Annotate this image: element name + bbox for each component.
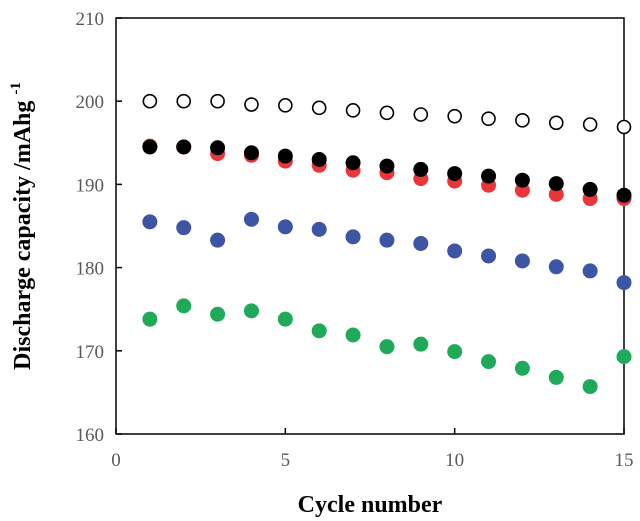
data-point [548, 369, 564, 385]
data-point [481, 168, 497, 184]
data-point [142, 311, 158, 327]
data-point [481, 248, 497, 264]
data-point [447, 108, 462, 124]
data-point [582, 379, 598, 395]
y-tick-label: 200 [76, 92, 105, 113]
data-point [243, 303, 259, 319]
data-point [176, 139, 192, 155]
data-point [176, 93, 192, 109]
data-point [311, 100, 327, 116]
data-point [243, 145, 259, 161]
data-point [277, 148, 293, 164]
data-point [210, 232, 226, 248]
data-point [447, 243, 463, 259]
data-point [278, 98, 293, 113]
data-point [582, 117, 598, 132]
data-point [616, 275, 632, 291]
y-axis-title-superscript: -1 [8, 82, 24, 95]
y-tick-label: 170 [76, 342, 105, 363]
y-tick-label: 160 [76, 425, 105, 446]
y-axis-ticks: 160 170 180 190 200 210 [76, 9, 122, 446]
data-point [582, 181, 598, 197]
data-series [142, 93, 632, 395]
data-point [244, 97, 259, 112]
series-5 [142, 298, 632, 395]
data-point [345, 103, 361, 118]
data-point [413, 336, 429, 352]
data-point [548, 115, 564, 131]
series-4 [142, 211, 632, 291]
data-point [413, 235, 429, 251]
data-point [345, 229, 361, 245]
data-point [311, 221, 327, 237]
data-point [413, 161, 429, 177]
data-point [616, 349, 632, 365]
data-point [210, 140, 226, 156]
x-tick-label: 10 [445, 450, 464, 471]
x-tick-label: 0 [111, 450, 121, 471]
data-point [616, 187, 632, 203]
data-point [210, 306, 226, 322]
plot-frame [115, 17, 625, 435]
data-point [514, 172, 530, 188]
data-point [311, 151, 327, 167]
data-point [582, 263, 598, 279]
data-point [311, 323, 327, 339]
data-point [481, 354, 497, 370]
data-point [514, 360, 530, 376]
y-tick-label: 210 [76, 9, 105, 30]
data-point [277, 219, 293, 235]
data-point [379, 232, 395, 248]
series-1 [142, 93, 632, 135]
data-point [548, 259, 564, 275]
data-point [515, 113, 530, 128]
data-point [243, 211, 259, 227]
y-axis-title: Discharge capacity /mAhg -1 [8, 82, 36, 370]
data-point [379, 339, 395, 355]
data-point [447, 166, 463, 182]
data-point [548, 176, 564, 192]
series-3 [142, 139, 632, 203]
x-tick-label: 15 [615, 450, 634, 471]
x-axis-ticks: 0 5 10 15 [111, 428, 634, 471]
data-point [616, 119, 632, 135]
data-point [176, 298, 192, 314]
data-point [379, 158, 395, 174]
y-axis-title-main: Discharge capacity /mAhg [10, 101, 36, 370]
x-axis-title: Cycle number [298, 492, 443, 518]
data-point [413, 107, 429, 122]
x-tick-label: 5 [281, 450, 291, 471]
data-point [514, 253, 530, 269]
data-point [481, 111, 496, 126]
data-point [345, 327, 361, 343]
data-point [277, 311, 293, 327]
data-point [142, 214, 158, 230]
data-point [142, 139, 158, 155]
y-tick-label: 180 [76, 259, 105, 280]
data-point [210, 93, 225, 109]
y-tick-label: 190 [76, 175, 105, 196]
data-point [176, 220, 192, 236]
data-point [345, 155, 361, 171]
data-point [447, 344, 463, 360]
data-point [379, 105, 395, 121]
data-point [142, 93, 158, 109]
